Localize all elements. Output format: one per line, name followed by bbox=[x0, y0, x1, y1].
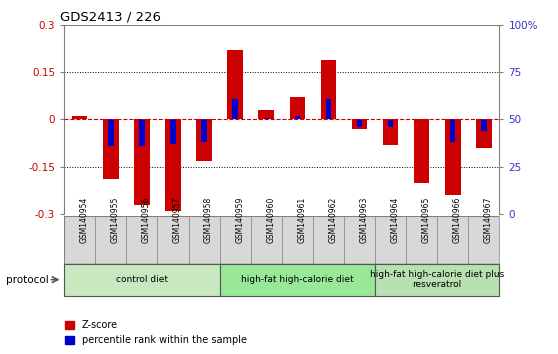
Bar bbox=[95, 216, 126, 264]
Bar bbox=[406, 216, 437, 264]
Bar bbox=[134, 119, 150, 205]
Text: GSM140963: GSM140963 bbox=[359, 196, 368, 243]
Bar bbox=[313, 216, 344, 264]
Text: GSM140961: GSM140961 bbox=[297, 196, 306, 243]
Bar bbox=[344, 216, 375, 264]
Bar bbox=[375, 264, 499, 296]
Bar bbox=[388, 119, 393, 127]
Legend: Z-score, percentile rank within the sample: Z-score, percentile rank within the samp… bbox=[61, 316, 251, 349]
Text: GSM140965: GSM140965 bbox=[422, 196, 431, 243]
Text: GSM140964: GSM140964 bbox=[391, 196, 400, 243]
Text: high-fat high-calorie diet plus
resveratrol: high-fat high-calorie diet plus resverat… bbox=[370, 270, 504, 289]
Text: GSM140958: GSM140958 bbox=[204, 196, 213, 243]
Text: control diet: control diet bbox=[116, 275, 168, 284]
Bar bbox=[201, 119, 207, 142]
Bar bbox=[170, 119, 176, 144]
Bar bbox=[64, 264, 220, 296]
Bar bbox=[251, 216, 282, 264]
Bar bbox=[352, 119, 367, 129]
Bar bbox=[157, 216, 189, 264]
Bar bbox=[228, 50, 243, 119]
Bar bbox=[139, 119, 145, 146]
Text: GSM140966: GSM140966 bbox=[453, 196, 462, 243]
Bar bbox=[481, 119, 487, 131]
Bar bbox=[326, 99, 331, 119]
Text: GDS2413 / 226: GDS2413 / 226 bbox=[60, 11, 161, 24]
Bar bbox=[220, 216, 251, 264]
Text: GSM140959: GSM140959 bbox=[235, 196, 244, 243]
Bar bbox=[450, 119, 455, 142]
Bar bbox=[263, 118, 269, 119]
Bar bbox=[233, 99, 238, 119]
Text: GSM140956: GSM140956 bbox=[142, 196, 151, 243]
Bar bbox=[103, 119, 119, 179]
Bar bbox=[468, 216, 499, 264]
Text: high-fat high-calorie diet: high-fat high-calorie diet bbox=[241, 275, 354, 284]
Bar bbox=[383, 119, 398, 145]
Bar bbox=[321, 59, 336, 119]
Text: GSM140954: GSM140954 bbox=[80, 196, 89, 243]
Bar bbox=[437, 216, 468, 264]
Bar bbox=[165, 119, 181, 211]
Bar bbox=[295, 116, 300, 119]
Bar bbox=[72, 116, 88, 119]
Bar bbox=[290, 97, 305, 119]
Bar bbox=[126, 216, 157, 264]
Bar bbox=[375, 216, 406, 264]
Bar bbox=[282, 216, 313, 264]
Bar bbox=[196, 119, 212, 160]
Text: GSM140962: GSM140962 bbox=[329, 196, 338, 243]
Bar bbox=[258, 110, 274, 119]
Text: protocol: protocol bbox=[6, 275, 49, 285]
Text: GSM140955: GSM140955 bbox=[111, 196, 120, 243]
Bar bbox=[414, 119, 430, 183]
Bar bbox=[64, 216, 95, 264]
Bar bbox=[357, 119, 362, 127]
Text: GSM140957: GSM140957 bbox=[173, 196, 182, 243]
Bar bbox=[476, 119, 492, 148]
Bar bbox=[189, 216, 220, 264]
Text: GSM140967: GSM140967 bbox=[484, 196, 493, 243]
Text: GSM140960: GSM140960 bbox=[266, 196, 275, 243]
Bar bbox=[220, 264, 375, 296]
Bar bbox=[108, 119, 113, 146]
Bar bbox=[445, 119, 460, 195]
